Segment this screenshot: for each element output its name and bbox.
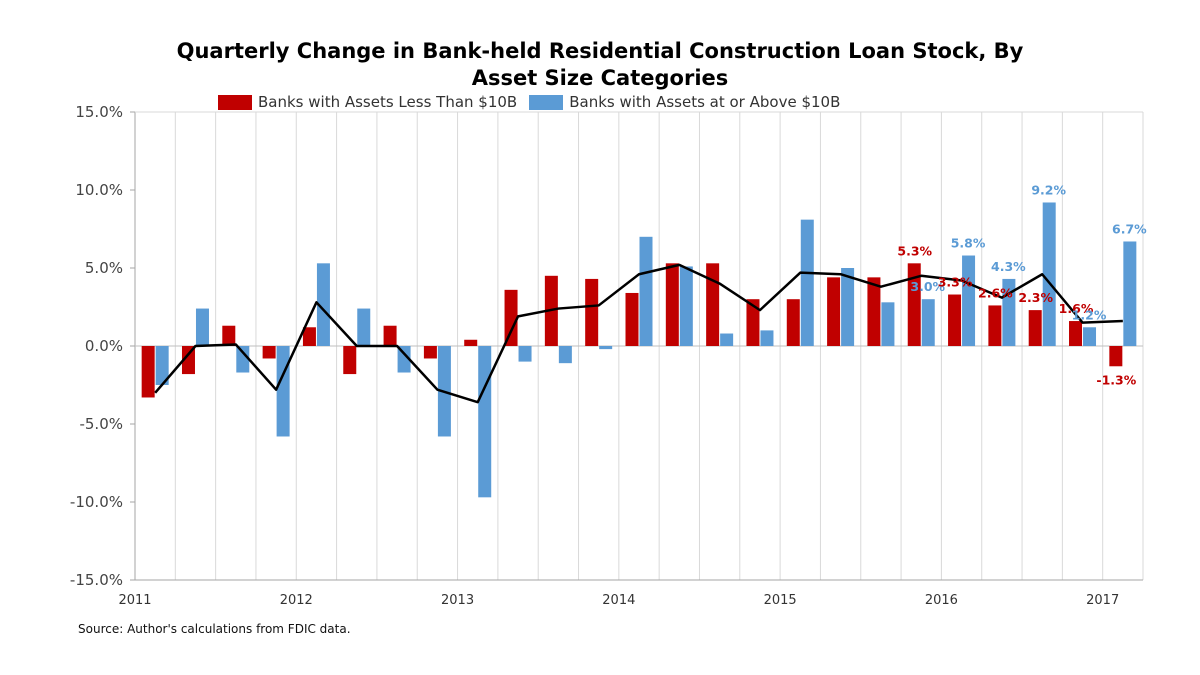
bar-small-banks [867,277,881,346]
bar-large-banks [236,346,250,373]
chart-title-line-1: Quarterly Change in Bank-held Residentia… [176,39,1024,63]
bar-large-banks [679,266,693,346]
legend-label-small-banks: Banks with Assets Less Than $10B [258,93,518,111]
bar-small-banks [383,325,397,346]
bar-large-banks [357,308,371,346]
data-label: 4.3% [991,259,1026,274]
bar-small-banks [665,263,679,346]
y-tick-label: -15.0% [70,571,123,589]
bar-small-banks [746,299,760,346]
bar-large-banks [962,255,976,346]
y-tick-label: 0.0% [85,337,123,355]
legend-swatch-small-banks [218,94,252,110]
bar-large-banks [195,308,209,346]
x-tick-label: 2014 [602,593,635,608]
bar-small-banks [423,346,437,359]
chart-legend: Banks with Assets Less Than $10B Banks w… [218,92,852,112]
bar-small-banks [141,346,155,398]
data-label: 2.6% [978,285,1013,300]
data-label: 3.0% [910,279,945,294]
bar-small-banks [1028,310,1042,346]
y-tick-label: 10.0% [75,181,123,199]
legend-swatch-large-banks [529,94,564,110]
bar-large-banks [316,263,330,346]
chart-title-line-2: Asset Size Categories [471,66,729,90]
bar-small-banks [625,292,639,346]
bar-small-banks [262,346,276,359]
legend-label-large-banks: Banks with Assets at or Above $10B [569,93,841,111]
y-tick-label: -5.0% [79,415,123,433]
bar-large-banks [800,219,814,346]
data-label: 9.2% [1031,182,1066,197]
data-label: 5.3% [897,243,932,258]
bar-small-banks [504,289,518,346]
bar-large-banks [841,268,855,346]
data-label: 5.8% [951,236,986,251]
bar-large-banks [1042,202,1056,346]
x-tick-label: 2016 [925,593,958,608]
bar-small-banks [827,277,841,346]
y-tick-label: -10.0% [70,493,123,511]
data-label: 1.6% [1059,301,1094,316]
chart-title: Quarterly Change in Bank-held Residentia… [0,38,1200,92]
bar-small-banks [181,346,195,375]
bar-small-banks [302,327,316,346]
bar-small-banks [907,263,921,346]
bar-small-banks [343,346,357,375]
bar-small-banks [585,278,599,346]
bar-large-banks [558,346,572,364]
data-label: 3.3% [938,275,973,290]
x-tick-label: 2015 [764,593,797,608]
bar-large-banks [155,346,169,385]
x-tick-label: 2011 [118,593,151,608]
bar-large-banks [639,236,653,346]
line-series [154,263,1123,404]
data-label: 6.7% [1112,221,1147,236]
legend-item-small-banks: Banks with Assets Less Than $10B [218,93,517,111]
bar-small-banks [706,263,720,346]
bar-small-banks [222,325,236,346]
bar-small-banks [1109,346,1123,367]
bar-large-banks [478,346,492,498]
bar-small-banks [1069,321,1083,346]
data-label: 2.3% [1018,290,1053,305]
legend-item-large-banks: Banks with Assets at or Above $10B [529,93,840,111]
bar-large-banks [518,346,532,362]
x-tick-label: 2012 [280,593,313,608]
bar-large-banks [397,346,411,373]
y-tick-label: 5.0% [85,259,123,277]
bar-small-banks [786,299,800,346]
bar-large-banks [881,302,895,346]
bar-large-banks [921,299,935,346]
source-note: Source: Author's calculations from FDIC … [78,622,351,636]
bar-small-banks [464,339,478,346]
y-tick-label: 15.0% [75,103,123,121]
bar-large-banks [599,346,613,350]
data-label: 1.2% [1072,307,1107,322]
bar-large-banks [760,330,774,346]
bar-large-banks [1123,241,1137,346]
x-tick-label: 2017 [1086,593,1119,608]
bar-large-banks [1083,327,1097,346]
bar-small-banks [988,305,1002,346]
x-tick-label: 2013 [441,593,474,608]
bar-large-banks [276,346,290,437]
bar-large-banks [720,333,734,346]
data-label: -1.3% [1096,372,1136,387]
bar-small-banks [948,294,962,346]
